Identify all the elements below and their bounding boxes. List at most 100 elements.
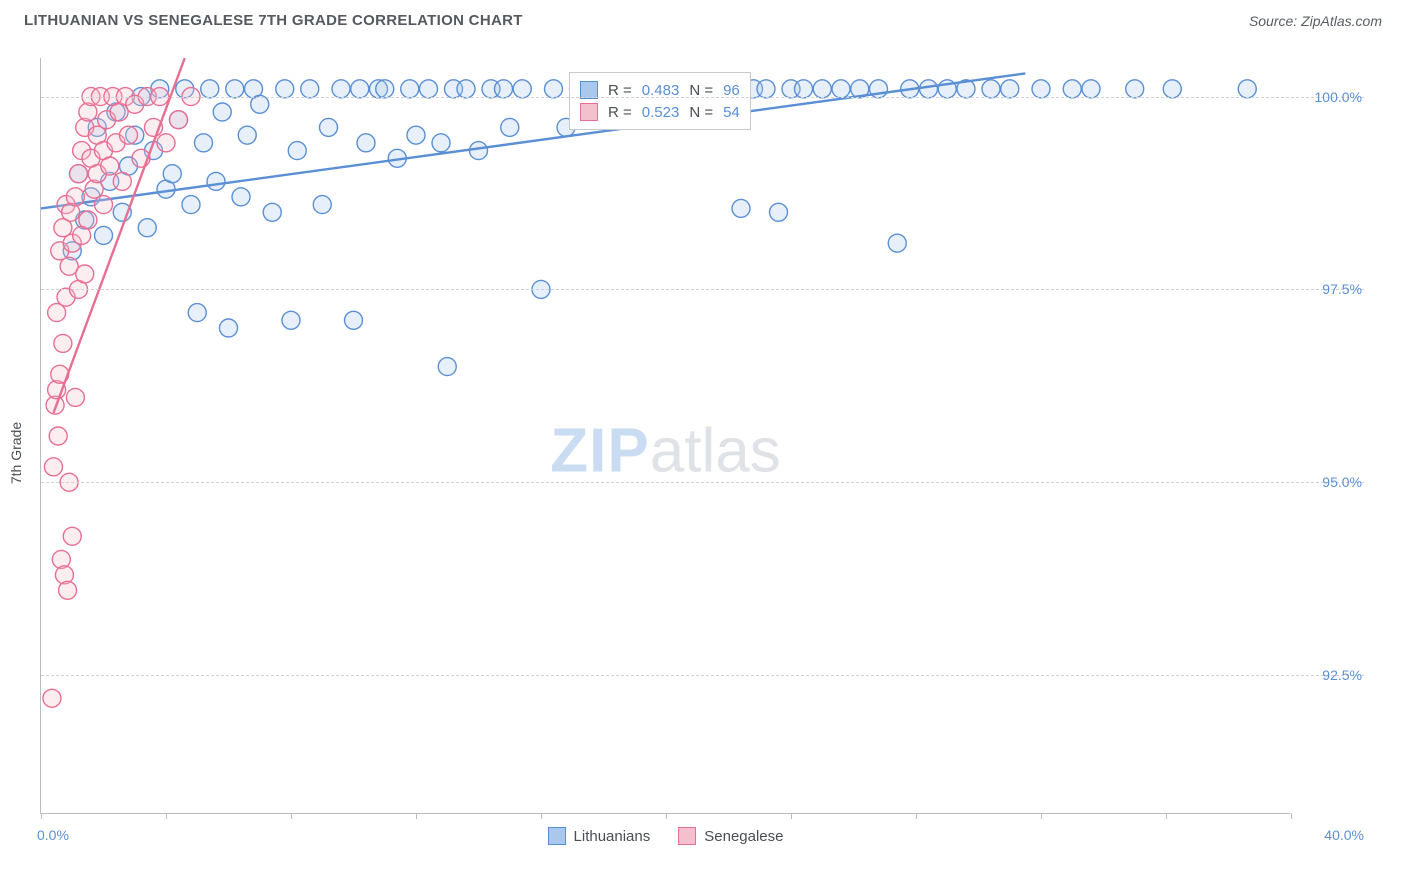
data-point [43,689,61,707]
data-point [182,196,200,214]
data-point [732,199,750,217]
data-point [113,172,131,190]
n-label: N = [689,104,713,121]
data-point [226,80,244,98]
gridline-h [41,289,1364,290]
data-point [1163,80,1181,98]
x-min-label: 0.0% [37,827,69,843]
data-point [357,134,375,152]
data-point [170,111,188,129]
correlation-stats-box: R =0.483N =96 R = 0.523 N = 54 [569,72,751,130]
y-tick-label: 92.5% [1322,667,1362,683]
legend-label: Senegalese [704,828,783,845]
data-point [157,134,175,152]
data-point [457,80,475,98]
data-point [920,80,938,98]
y-tick-label: 95.0% [1322,474,1362,490]
data-point [1001,80,1019,98]
scatter-svg [41,58,1290,813]
x-tick-mark [416,813,417,819]
chart-title: LITHUANIAN VS SENEGALESE 7TH GRADE CORRE… [24,12,523,29]
data-point [432,134,450,152]
data-point [332,80,350,98]
data-point [213,103,231,121]
data-point [54,334,72,352]
data-point [438,358,456,376]
y-tick-label: 100.0% [1315,89,1362,105]
data-point [770,203,788,221]
x-tick-mark [1041,813,1042,819]
data-point [376,80,394,98]
data-point [1238,80,1256,98]
x-max-label: 40.0% [1324,827,1364,843]
data-point [101,157,119,175]
data-point [59,581,77,599]
data-point [70,165,88,183]
data-point [188,304,206,322]
data-point [982,80,1000,98]
y-axis-label: 7th Grade [8,422,24,484]
data-point [120,126,138,144]
data-point [276,80,294,98]
data-point [238,126,256,144]
data-point [232,188,250,206]
data-point [470,142,488,160]
data-point [313,196,331,214]
series-legend: Lithuanians Senegalese [548,827,784,845]
data-point [420,80,438,98]
data-point [1063,80,1081,98]
source-attribution: Source: ZipAtlas.com [1249,13,1382,29]
data-point [138,219,156,237]
data-point [813,80,831,98]
data-point [345,311,363,329]
gridline-h [41,482,1364,483]
data-point [66,188,84,206]
data-point [95,226,113,244]
legend-label: Lithuanians [574,828,651,845]
data-point [495,80,513,98]
x-tick-mark [1166,813,1167,819]
data-point [201,80,219,98]
legend-item: Senegalese [678,827,783,845]
data-point [45,458,63,476]
legend-swatch [580,103,598,121]
plot-area: ZIPatlas R =0.483N =96R =0.523N =54 Lith… [40,58,1290,814]
data-point [1126,80,1144,98]
data-point [79,211,97,229]
x-tick-mark [541,813,542,819]
x-tick-mark [291,813,292,819]
x-tick-mark [41,813,42,819]
legend-swatch [548,827,566,845]
data-point [220,319,238,337]
chart-container: 7th Grade ZIPatlas R =0.483N =96R =0.523… [22,44,1384,862]
data-point [401,80,419,98]
r-label: R = [608,104,632,121]
stats-row: R =0.483N =96 [580,79,740,101]
data-point [49,427,67,445]
x-tick-mark [1291,813,1292,819]
data-point [163,165,181,183]
y-tick-label: 97.5% [1322,281,1362,297]
legend-swatch [678,827,696,845]
data-point [757,80,775,98]
data-point [95,196,113,214]
data-point [320,118,338,136]
data-point [63,527,81,545]
x-tick-mark [791,813,792,819]
data-point [282,311,300,329]
data-point [888,234,906,252]
data-point [288,142,306,160]
data-point [66,388,84,406]
x-tick-mark [166,813,167,819]
data-point [195,134,213,152]
x-tick-mark [666,813,667,819]
gridline-h [41,675,1364,676]
data-point [263,203,281,221]
data-point [795,80,813,98]
data-point [251,95,269,113]
r-value: 0.523 [642,104,680,121]
data-point [545,80,563,98]
data-point [1032,80,1050,98]
n-value: 54 [723,104,740,121]
legend-item: Lithuanians [548,827,651,845]
